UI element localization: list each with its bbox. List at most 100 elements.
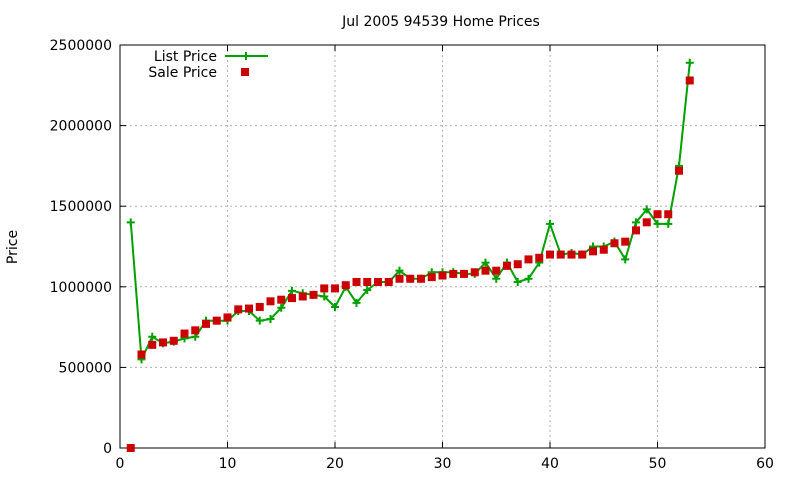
sale-price-point — [288, 294, 296, 303]
list-price-point — [255, 316, 264, 325]
sale-price-point — [535, 253, 544, 262]
sale-price-point — [309, 290, 318, 299]
sale-price-point — [503, 261, 511, 270]
sale-price-point — [320, 284, 329, 293]
x-tick-label: 20 — [326, 456, 344, 472]
sale-price-point — [395, 274, 404, 283]
sale-price-point — [331, 284, 339, 293]
sale-price-point — [632, 226, 640, 235]
list-price-point — [363, 286, 372, 295]
sale-price-point — [589, 247, 597, 256]
legend-plus-glyph — [242, 52, 250, 60]
y-tick-label: 500000 — [59, 360, 112, 376]
sale-price-point — [180, 329, 189, 338]
sale-price-point — [664, 210, 673, 219]
sale-price-point — [374, 277, 382, 286]
list-price-point — [524, 274, 533, 283]
y-tick-label: 2500000 — [50, 38, 112, 54]
sale-price-point — [599, 245, 608, 254]
sale-price-point — [524, 255, 533, 264]
list-price-point — [685, 58, 694, 67]
sale-price-point — [234, 305, 243, 314]
sale-price-point — [417, 274, 425, 283]
sale-price-point — [298, 292, 307, 301]
sale-price-point — [621, 237, 630, 246]
list-price-point — [277, 303, 286, 312]
sale-price-point — [191, 326, 200, 335]
series-list-price — [126, 58, 694, 364]
list-price-line — [129, 62, 691, 361]
legend-label-list-price: List Price — [154, 49, 217, 65]
y-tick-label: 0 — [103, 441, 112, 457]
list-price-point — [642, 205, 651, 214]
sale-price-point — [642, 218, 651, 227]
ticks: 0 10 20 30 40 50 60 0 500000 1000000 1500000 200000… — [50, 38, 774, 472]
sale-price-point — [266, 297, 275, 306]
list-price-point — [395, 266, 404, 275]
list-price-point — [352, 298, 361, 307]
list-price-point — [266, 315, 275, 324]
sale-price-point — [406, 274, 415, 283]
sale-price-point — [352, 277, 361, 286]
sale-price-point — [546, 250, 554, 259]
sale-price-point — [159, 338, 167, 347]
list-price-point — [653, 219, 662, 228]
sale-price-point — [675, 166, 683, 175]
legend-marker-list-price — [242, 52, 250, 60]
sale-price-point — [438, 271, 447, 280]
sale-price-point — [492, 266, 501, 275]
sale-price-point — [202, 319, 210, 328]
sale-price-point — [653, 210, 662, 219]
list-price-point — [621, 255, 630, 264]
x-tick-label: 10 — [219, 456, 237, 472]
sale-price-point — [513, 260, 522, 269]
y-axis-label: Price — [5, 230, 21, 264]
sale-price-point — [481, 266, 490, 275]
list-price-point — [492, 274, 501, 283]
list-price-point — [148, 332, 157, 341]
sale-price-point — [460, 269, 468, 278]
sale-price-point — [277, 295, 286, 304]
list-price-point — [513, 277, 522, 286]
sale-price-point — [245, 304, 253, 313]
sale-price-point — [556, 250, 565, 259]
list-price-point — [331, 302, 339, 311]
y-tick-label: 1500000 — [50, 199, 112, 215]
sale-price-point — [567, 250, 576, 259]
sale-price-point — [363, 277, 372, 286]
x-tick-label: 0 — [116, 456, 125, 472]
list-price-point — [546, 219, 554, 228]
sale-price-point — [610, 239, 619, 248]
x-tick-label: 60 — [756, 456, 774, 472]
sale-price-point — [137, 350, 146, 359]
x-tick-label: 50 — [649, 456, 667, 472]
list-price-point — [126, 218, 135, 227]
list-price-point — [664, 219, 673, 228]
y-tick-label: 1000000 — [50, 280, 112, 296]
sale-price-point — [255, 302, 264, 311]
legend: List Price Sale Price — [148, 49, 268, 81]
sale-price-point — [223, 313, 232, 322]
grid — [120, 45, 765, 448]
sale-price-point — [148, 340, 157, 349]
sale-price-point — [449, 269, 458, 278]
sale-price-point — [470, 268, 479, 277]
sale-price-point — [578, 250, 587, 259]
sale-price-point — [384, 277, 393, 286]
list-price-point — [320, 292, 329, 301]
sale-price-point — [341, 281, 350, 290]
legend-marker-sale-price — [241, 68, 249, 76]
x-tick-label: 30 — [434, 456, 452, 472]
list-price-point — [632, 218, 640, 227]
series-sale-price — [126, 76, 694, 452]
sale-price-point — [169, 336, 178, 345]
chart-title: Jul 2005 94539 Home Prices — [341, 14, 540, 30]
legend-label-sale-price: Sale Price — [148, 65, 217, 81]
x-tick-label: 40 — [541, 456, 559, 472]
sale-price-point — [212, 316, 221, 325]
sale-price-point — [685, 76, 694, 85]
sale-price-point — [427, 273, 436, 282]
list-price-point — [288, 286, 296, 295]
y-tick-label: 2000000 — [50, 119, 112, 135]
